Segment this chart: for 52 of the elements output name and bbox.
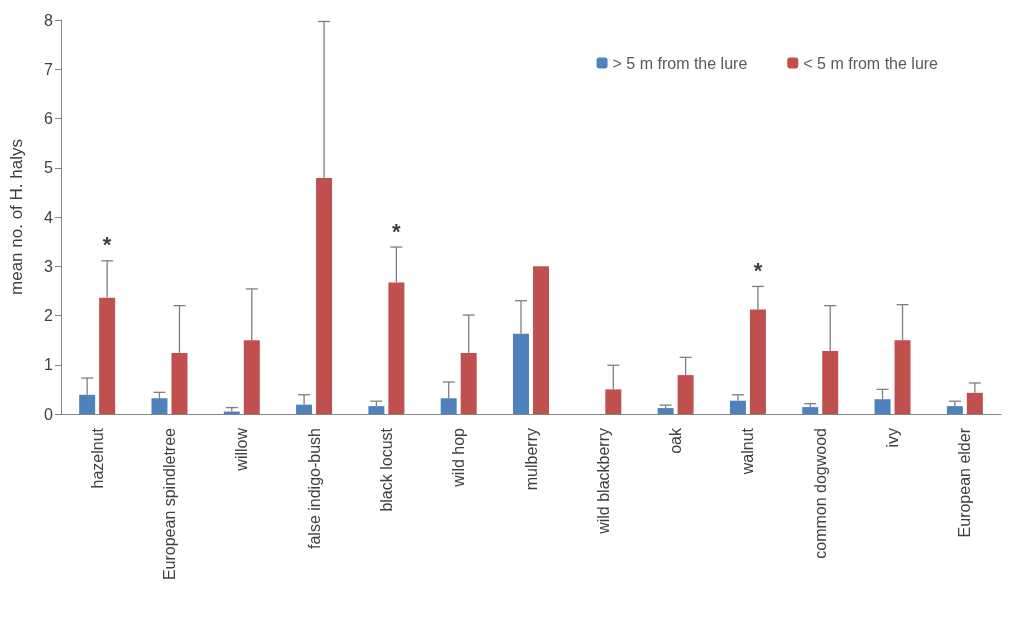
bar (171, 352, 188, 414)
x-tick-label: oak (667, 427, 685, 454)
x-tick-label: black locust (377, 427, 395, 512)
bar (894, 340, 911, 414)
x-tick-label: ivy (884, 428, 902, 448)
bar (99, 297, 116, 414)
annotation: * (753, 257, 763, 283)
x-tick-label: common dogwood (811, 428, 829, 559)
x-tick-label: hazelnut (88, 427, 106, 489)
bar (533, 266, 549, 414)
x-tick-label: willow (233, 427, 251, 472)
y-tick-label: 3 (44, 257, 54, 275)
bar (151, 398, 168, 414)
bar (874, 399, 891, 414)
bar (368, 406, 385, 414)
bar (388, 282, 405, 414)
y-tick-label: 2 (44, 307, 54, 324)
x-tick-label: European spindletree (160, 427, 178, 581)
bar (296, 404, 313, 414)
legend-label: > 5 m from the lure (612, 54, 748, 72)
bar (440, 398, 457, 414)
y-tick-label: 0 (44, 405, 54, 423)
bar (677, 375, 694, 414)
bar (946, 406, 963, 414)
x-tick-label: walnut (739, 427, 757, 476)
y-tick-label: 6 (44, 110, 54, 127)
y-tick-label: 4 (44, 208, 54, 226)
bar (513, 333, 529, 414)
legend-label: < 5 m from the lure (803, 54, 939, 72)
y-tick-label: 1 (44, 356, 54, 374)
y-tick-label: 5 (44, 159, 54, 177)
annotation: * (392, 218, 402, 244)
x-tick-label: wild blackberry (594, 428, 612, 535)
x-tick-label: false indigo-bush (305, 428, 323, 549)
bar (749, 309, 766, 414)
x-tick-label: European elder (956, 427, 974, 538)
y-tick-label: 7 (44, 60, 54, 78)
bar (460, 352, 477, 414)
bar (79, 394, 96, 414)
annotation: * (102, 232, 112, 258)
bar (822, 350, 839, 414)
bar (243, 340, 260, 414)
x-tick-label: wild hop (450, 427, 468, 488)
y-tick-label: 8 (44, 11, 54, 29)
x-tick-label: mulberry (522, 428, 540, 491)
bar (966, 392, 983, 414)
bar (605, 389, 622, 414)
bar (802, 407, 819, 414)
bar (316, 178, 333, 414)
y-axis-title: mean no. of H. halys (7, 139, 26, 295)
bar (729, 400, 746, 414)
bar (657, 408, 674, 414)
